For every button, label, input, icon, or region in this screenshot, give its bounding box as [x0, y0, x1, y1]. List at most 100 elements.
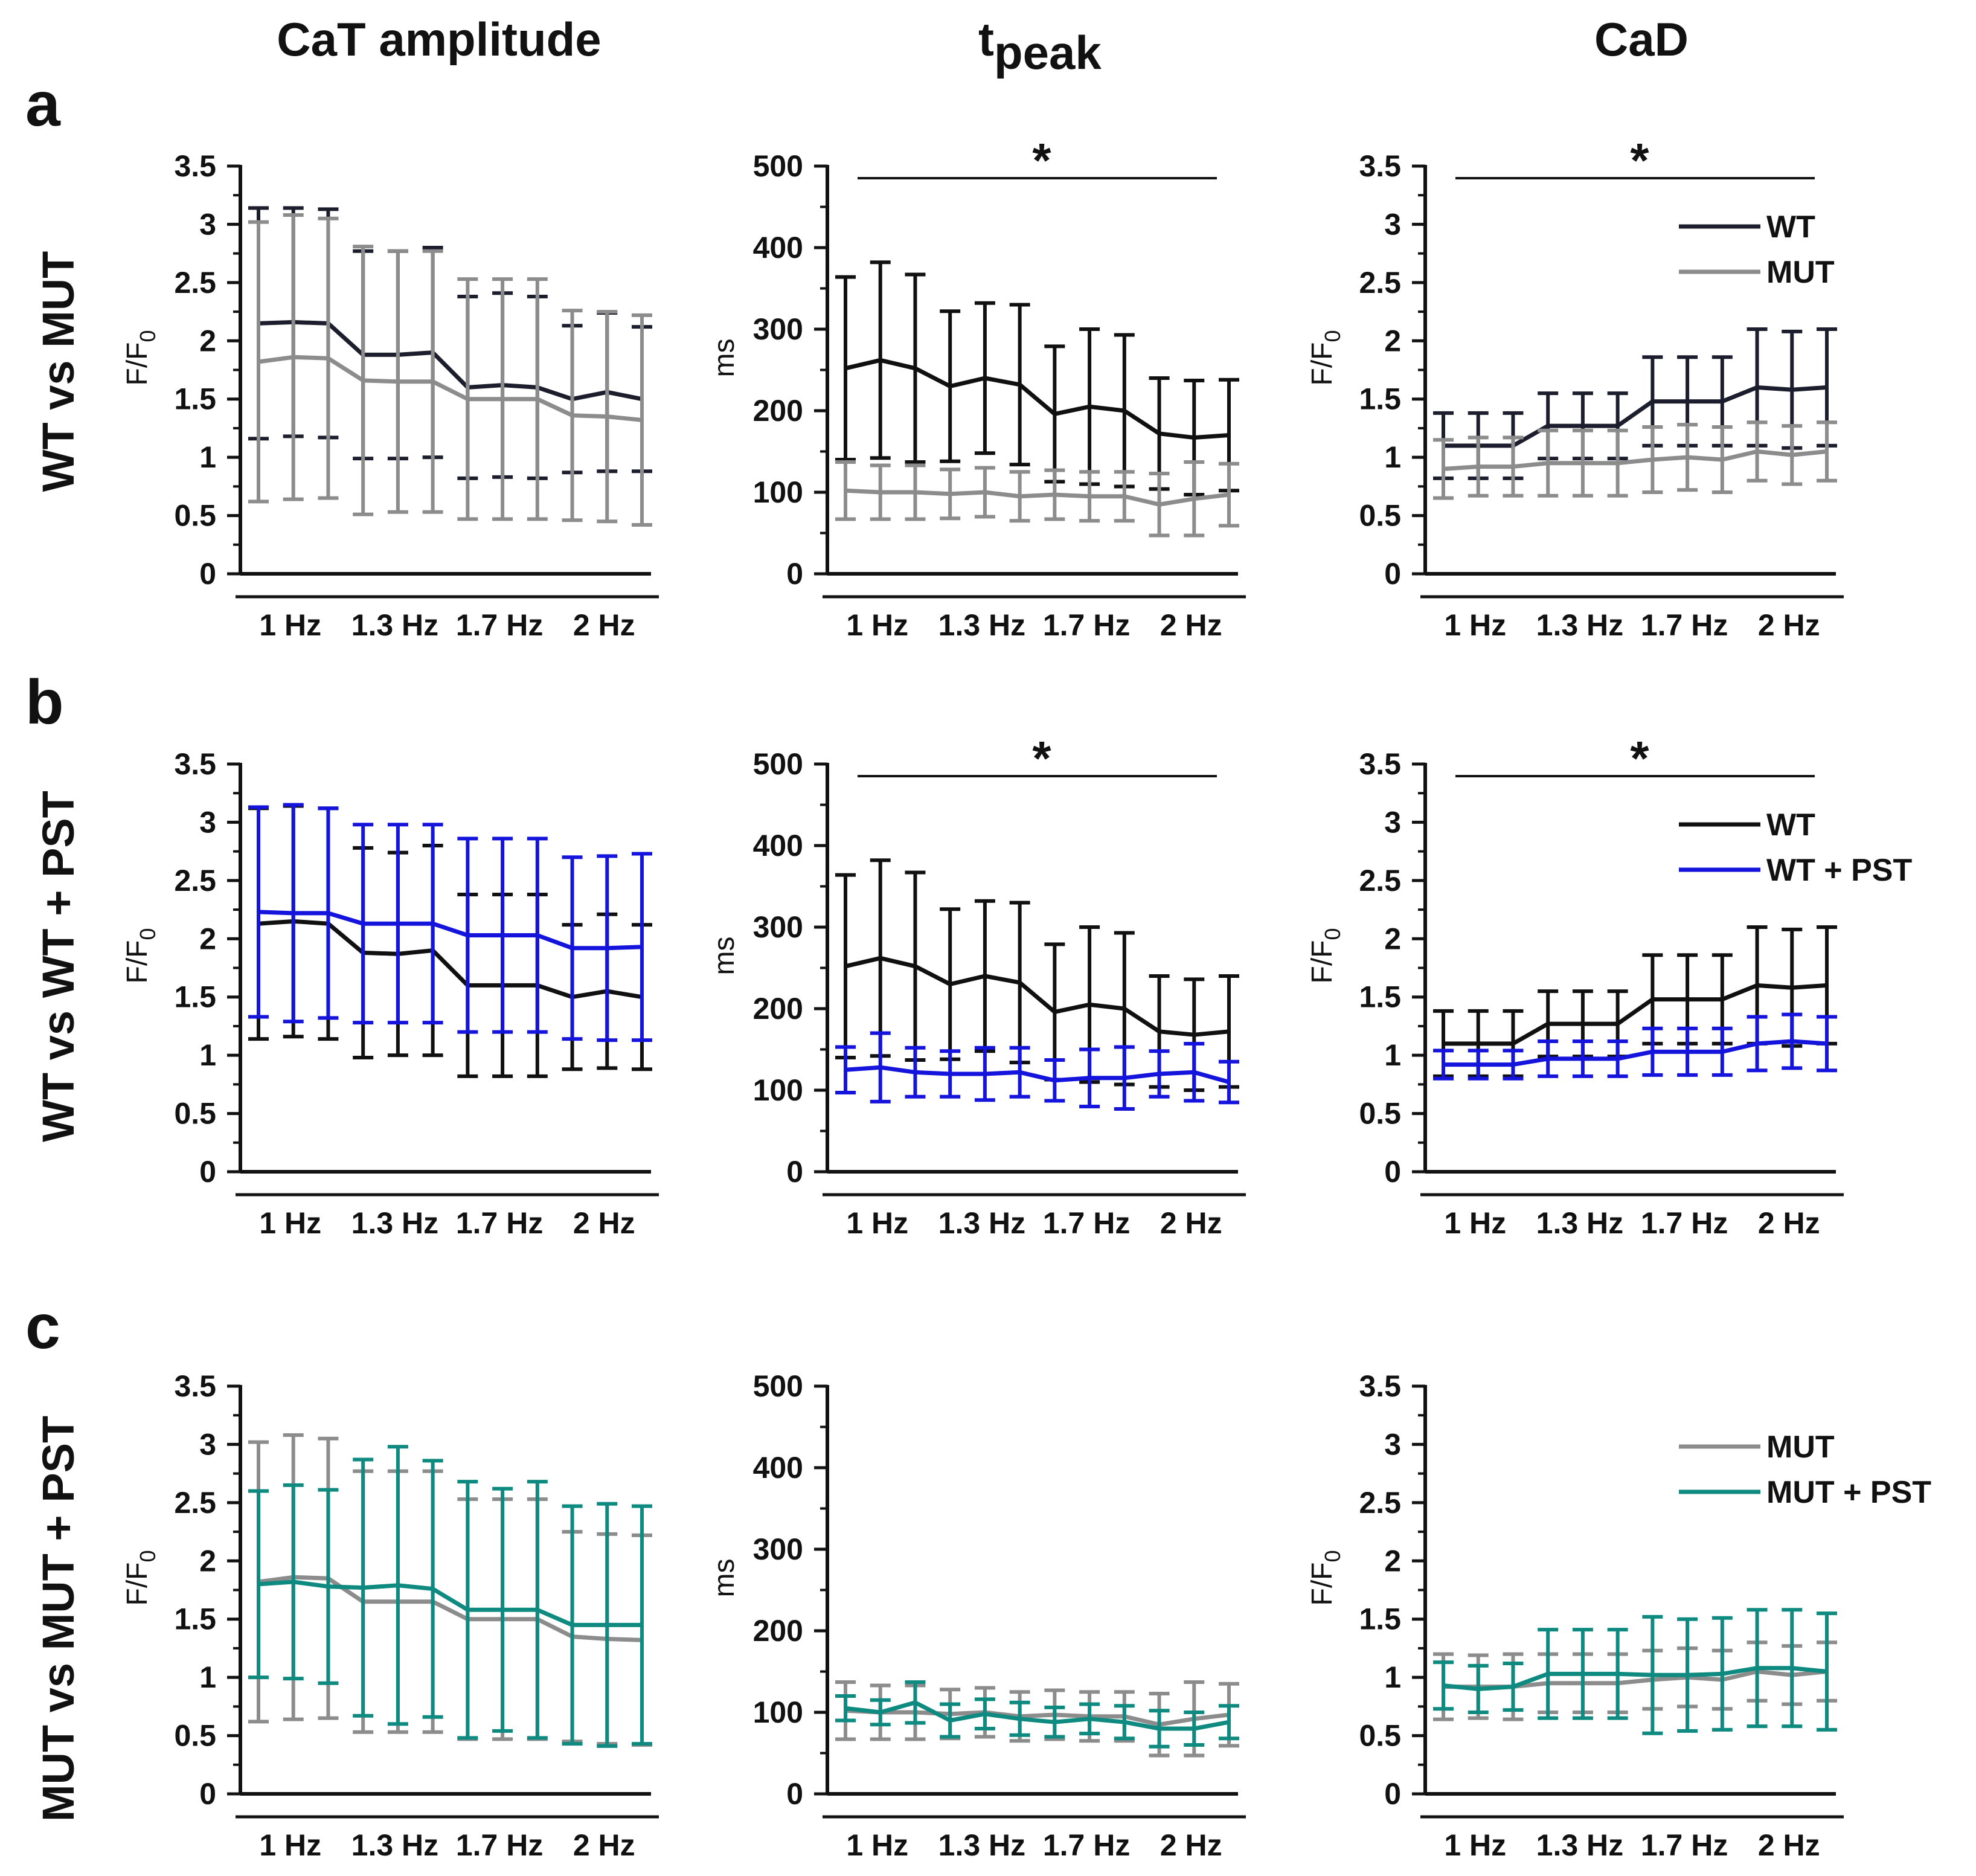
data-point: [1192, 1033, 1196, 1037]
series-line-1: [1443, 449, 1827, 471]
y-tick-label: 2: [199, 1544, 216, 1578]
y-tick-label: 0: [199, 1155, 216, 1189]
data-point: [1227, 433, 1231, 437]
data-point: [1476, 1687, 1480, 1691]
series-0: [1433, 1640, 1837, 1721]
data-point: [1825, 449, 1829, 454]
data-point: [844, 964, 847, 968]
data-point: [1615, 1056, 1620, 1061]
data-point: [1650, 1050, 1655, 1054]
data-point: [361, 922, 365, 926]
legend-label-1: WT + PST: [1766, 853, 1912, 888]
y-tick-label: 2.5: [174, 1486, 216, 1520]
group-label-1: 1.3 Hz: [1536, 1206, 1624, 1240]
data-point: [326, 911, 330, 915]
data-point: [1053, 1010, 1057, 1014]
y-tick-label: 3.5: [174, 149, 216, 183]
data-point: [466, 933, 470, 937]
significance-star: *: [1630, 731, 1649, 785]
data-point: [1686, 1673, 1690, 1677]
y-tick-label: 100: [753, 1073, 803, 1107]
series-line-0: [1443, 983, 1827, 1046]
y-tick-label: 3: [199, 1427, 216, 1461]
data-point: [640, 418, 644, 422]
significance-star: *: [1032, 731, 1051, 785]
y-axis-label-sub: 0: [1320, 330, 1345, 342]
data-point: [605, 414, 609, 419]
y-tick-label: 1.5: [1359, 1602, 1401, 1636]
legend-label-1: MUT: [1766, 255, 1835, 290]
column-title-cat-amplitude: CaT amplitude: [277, 13, 601, 66]
column-title-cad: CaD: [1594, 13, 1689, 66]
data-point: [913, 1700, 917, 1704]
data-point: [291, 1580, 295, 1584]
data-point: [257, 360, 260, 364]
y-tick-label: 0: [786, 557, 803, 591]
group-label-1: 1.3 Hz: [351, 1206, 439, 1240]
y-tick-label: 3: [1384, 805, 1401, 839]
y-axis-label-main: F/F: [1306, 1563, 1338, 1606]
y-tick-label: 0: [199, 557, 216, 591]
series-line-1: [1443, 1039, 1827, 1067]
data-point: [1192, 496, 1196, 501]
chart-panel-b2: 0 100 200 300 400 500 ms 1 Hz 1.3 Hz 1.7 Hz 2 Hz *: [708, 731, 1246, 1240]
data-point: [501, 397, 505, 401]
data-point: [431, 379, 435, 384]
data-point: [1476, 464, 1480, 469]
y-axis-label: ms: [708, 937, 740, 975]
data-point: [1157, 1727, 1161, 1730]
data-point: [640, 945, 644, 949]
data-point: [605, 1623, 609, 1627]
row-label-b: WT vs WT + PST: [33, 791, 83, 1142]
y-tick-label: 1: [199, 440, 216, 474]
group-label-0: 1 Hz: [846, 608, 908, 642]
data-point: [1227, 1080, 1231, 1084]
data-point: [1686, 997, 1690, 1001]
group-label-2: 1.7 Hz: [1043, 1206, 1131, 1240]
y-tick-label: 2.5: [1359, 266, 1401, 300]
data-point: [1018, 494, 1022, 498]
y-tick-label: 3: [199, 805, 216, 839]
y-axis-label: ms: [708, 339, 740, 377]
group-label-1: 1.3 Hz: [938, 1206, 1026, 1240]
data-point: [1686, 1050, 1690, 1054]
data-point: [1720, 458, 1724, 461]
group-label-3: 2 Hz: [573, 608, 635, 642]
y-tick-label: 0: [786, 1155, 803, 1189]
y-tick-label: 1.5: [174, 980, 216, 1014]
data-point: [913, 964, 917, 968]
y-tick-label: 400: [753, 829, 803, 863]
data-point: [1650, 997, 1655, 1001]
data-point: [1790, 453, 1794, 457]
y-tick-label: 100: [753, 475, 803, 509]
series-1: [1433, 1608, 1837, 1735]
column-title-tpeak-main: t: [978, 13, 994, 66]
group-label-1: 1.3 Hz: [351, 1828, 439, 1862]
y-tick-label: 1.5: [1359, 382, 1401, 416]
y-tick-label: 2.5: [1359, 1486, 1401, 1520]
data-point: [1088, 494, 1092, 498]
y-tick-label: 0: [1384, 1155, 1401, 1189]
y-tick-label: 200: [753, 394, 803, 428]
data-point: [948, 982, 952, 986]
y-tick-label: 3: [1384, 207, 1401, 241]
data-point: [1088, 405, 1092, 409]
chart-panel-c3: 00.511.522.533.5F/F01 Hz 1.3 Hz 1.7 Hz 2 Hz…: [1306, 1369, 1931, 1862]
data-point: [1511, 1062, 1515, 1067]
data-point: [1192, 1070, 1196, 1075]
y-axis-label-main: F/F: [121, 940, 153, 984]
data-point: [1755, 983, 1759, 988]
data-point: [1686, 399, 1690, 403]
data-point: [1122, 409, 1126, 413]
column-title-tpeak-sub: peak: [994, 26, 1102, 79]
group-label-0: 1 Hz: [259, 608, 321, 642]
y-axis-label-sub: 0: [135, 1550, 160, 1562]
y-axis-label-sub: 0: [1320, 1550, 1345, 1562]
group-label-1: 1.3 Hz: [1536, 1828, 1624, 1862]
data-point: [1825, 1041, 1829, 1046]
series-line-1: [845, 488, 1230, 507]
data-point: [1018, 1717, 1022, 1721]
y-tick-label: 1.5: [1359, 980, 1401, 1014]
y-axis-label: ms: [708, 1559, 740, 1598]
data-point: [570, 413, 574, 417]
